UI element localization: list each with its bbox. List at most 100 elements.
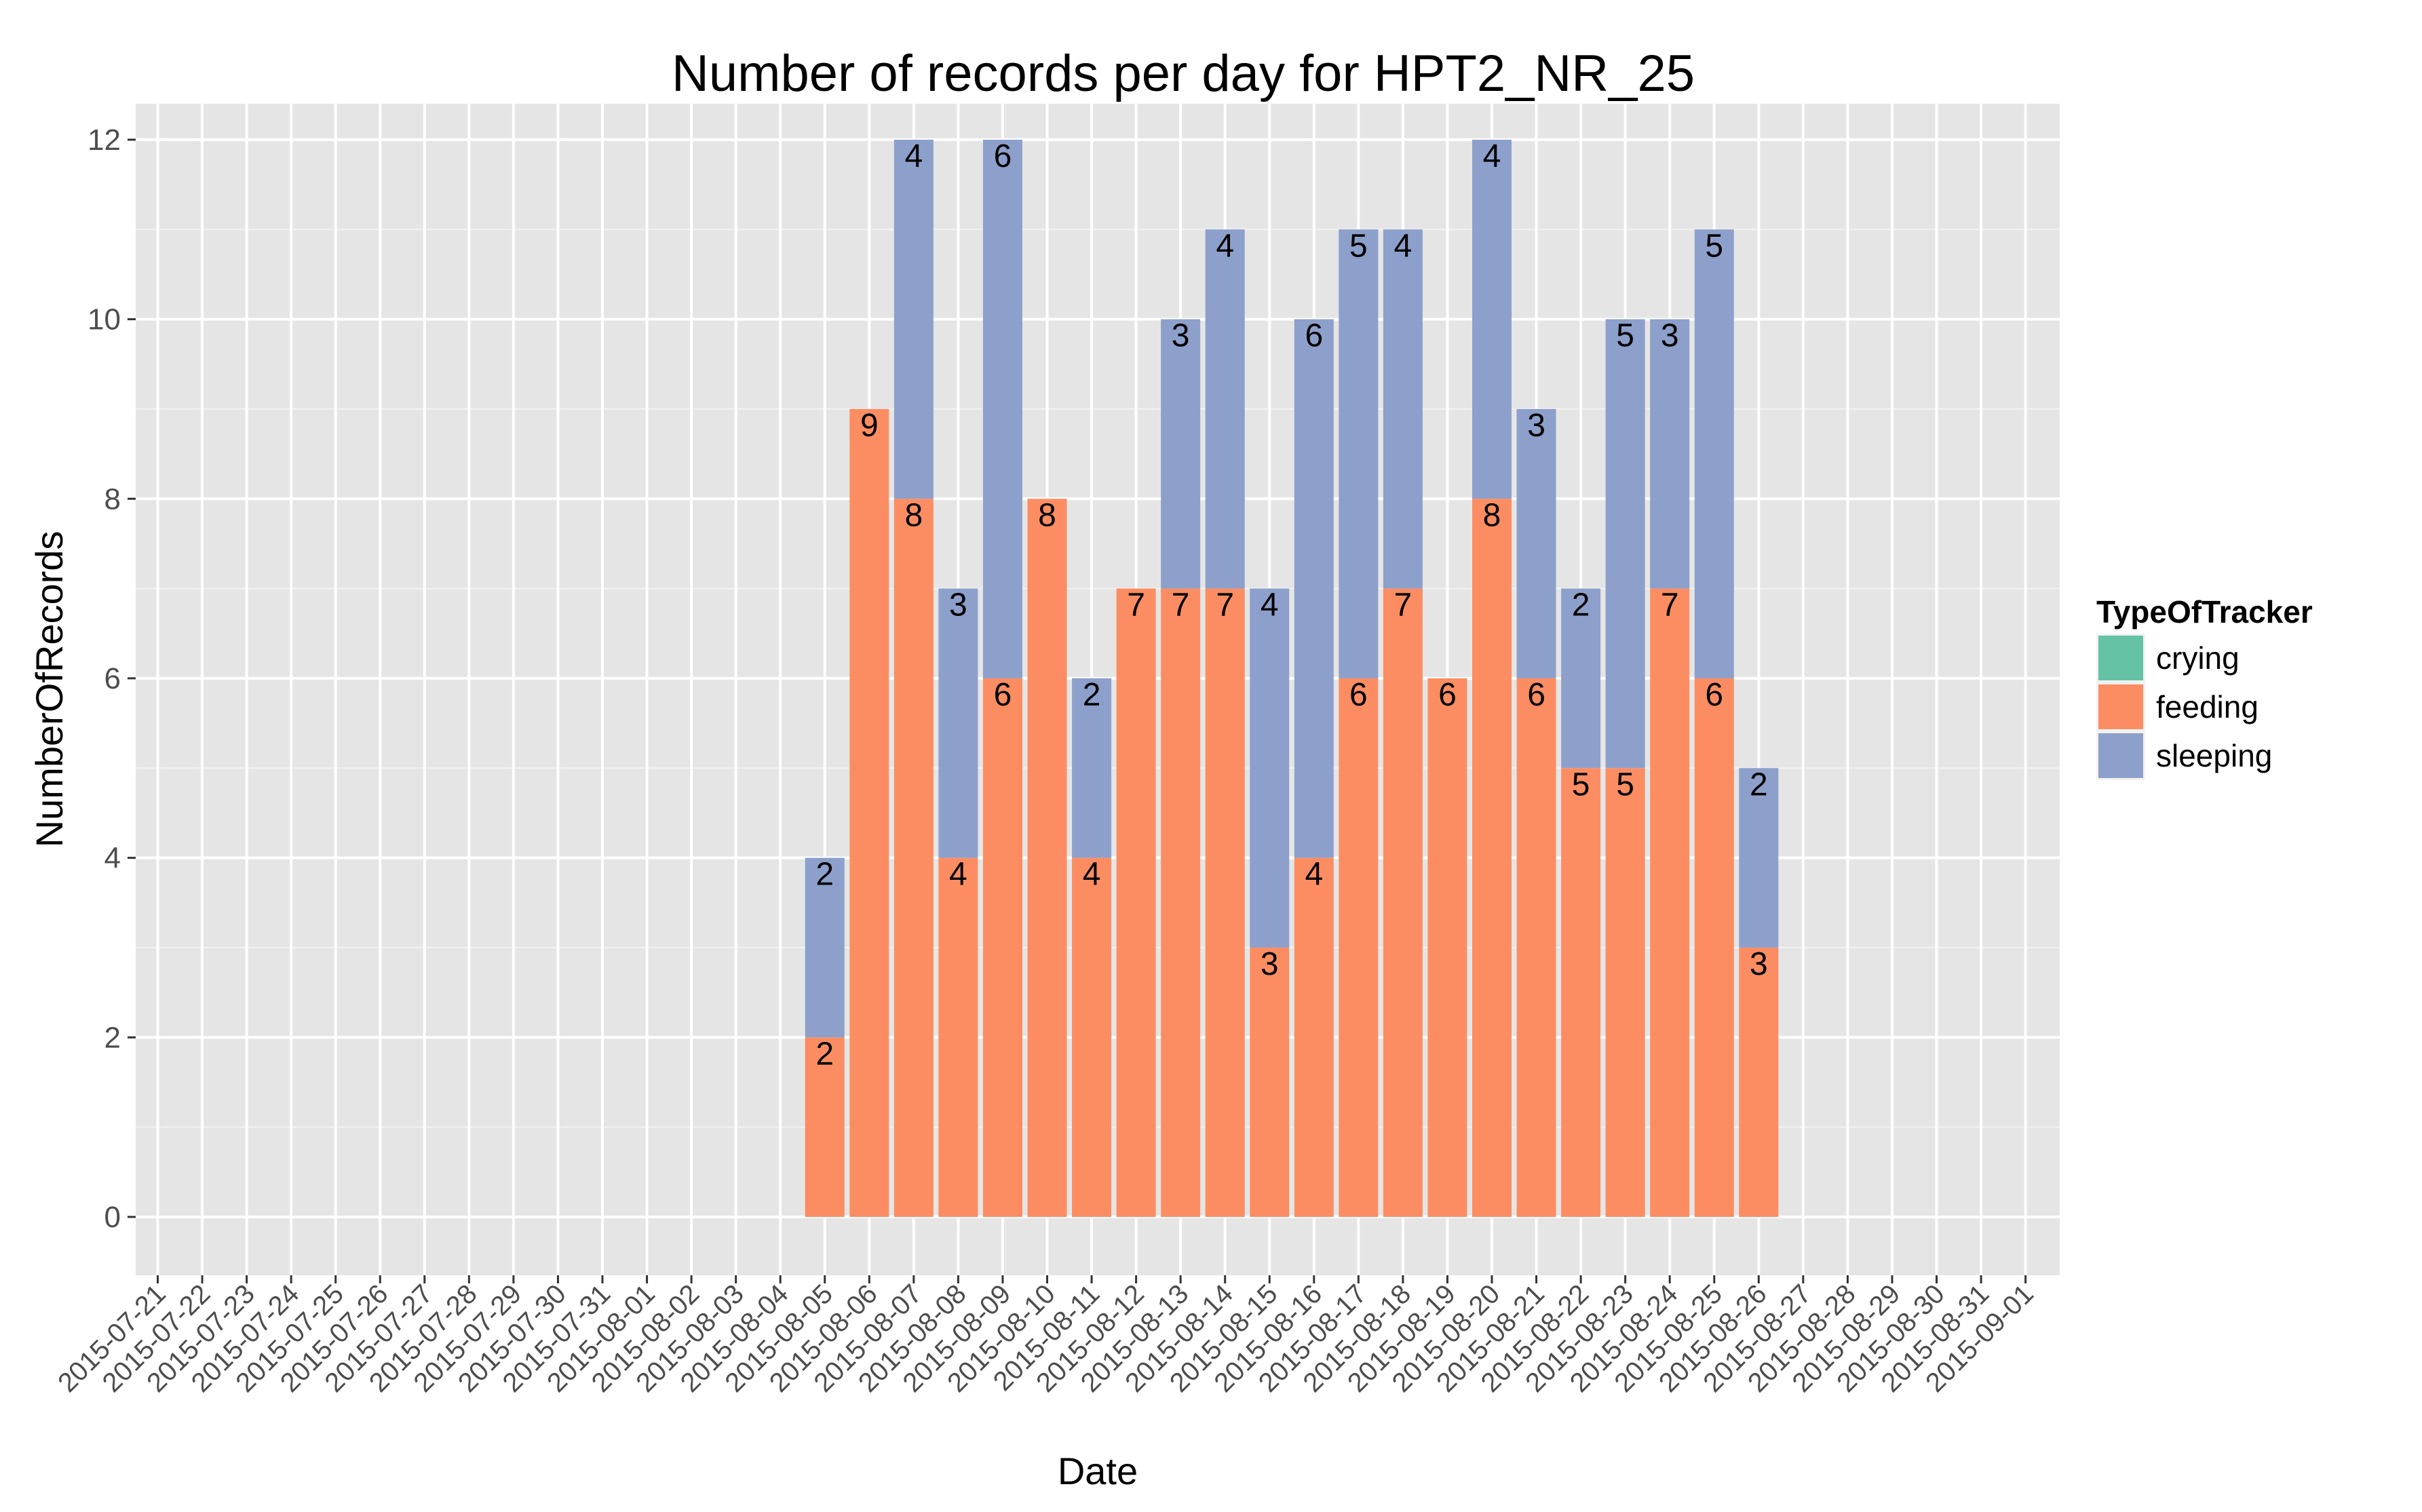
bar-feeding bbox=[1472, 499, 1512, 1217]
y-tick-label: 6 bbox=[104, 662, 121, 695]
bar-label-feeding: 9 bbox=[860, 408, 879, 444]
bar-label-sleeping: 6 bbox=[1305, 318, 1323, 354]
x-axis-title: Date bbox=[1058, 1450, 1138, 1492]
bar-feeding bbox=[1739, 947, 1779, 1217]
bar-sleeping bbox=[1561, 588, 1601, 769]
bar-label-sleeping: 5 bbox=[1705, 228, 1723, 264]
bar-feeding bbox=[849, 408, 889, 1217]
bar-label-sleeping: 2 bbox=[1750, 767, 1768, 802]
bar-label-sleeping: 5 bbox=[1349, 228, 1368, 264]
bar-sleeping bbox=[1205, 229, 1245, 589]
x-axis: 2015-07-212015-07-222015-07-232015-07-24… bbox=[52, 1275, 2039, 1398]
bar-label-feeding: 3 bbox=[1261, 946, 1279, 982]
bar-label-feeding: 3 bbox=[1750, 946, 1768, 982]
bar-sleeping bbox=[1694, 229, 1734, 678]
bar-feeding bbox=[1072, 857, 1112, 1217]
bar-label-feeding: 7 bbox=[1172, 587, 1190, 623]
y-tick-label: 2 bbox=[104, 1021, 121, 1054]
legend-label-sleeping: sleeping bbox=[2156, 738, 2272, 773]
bar-feeding bbox=[1383, 588, 1423, 1217]
bar-sleeping bbox=[1294, 319, 1334, 858]
bar-feeding bbox=[1205, 588, 1245, 1217]
legend-title: TypeOfTracker bbox=[2096, 594, 2313, 629]
bar-label-feeding: 4 bbox=[1305, 857, 1323, 893]
bar-label-feeding: 8 bbox=[904, 497, 923, 533]
bar-label-feeding: 7 bbox=[1394, 587, 1412, 623]
legend-swatch-crying bbox=[2098, 636, 2143, 680]
y-tick-label: 0 bbox=[104, 1201, 121, 1234]
bar-feeding bbox=[1694, 678, 1734, 1217]
chart-title: Number of records per day for HPT2_NR_25 bbox=[672, 45, 1695, 102]
bar-label-sleeping: 3 bbox=[1172, 318, 1190, 354]
bar-label-feeding: 5 bbox=[1572, 767, 1590, 802]
bar-label-feeding: 5 bbox=[1616, 767, 1634, 802]
bar-label-sleeping: 2 bbox=[1572, 587, 1590, 623]
y-axis-title: NumberOfRecords bbox=[28, 531, 71, 848]
legend-items: crying feeding sleeping bbox=[2096, 634, 2272, 780]
bar-label-feeding: 4 bbox=[949, 857, 967, 893]
legend: TypeOfTracker crying feeding sleeping bbox=[2096, 594, 2313, 780]
bar-label-feeding: 7 bbox=[1661, 587, 1679, 623]
bar-label-feeding: 6 bbox=[994, 677, 1012, 713]
y-tick-label: 8 bbox=[104, 482, 121, 516]
bar-label-sleeping: 6 bbox=[994, 138, 1012, 174]
bar-label-sleeping: 4 bbox=[1483, 138, 1501, 174]
bar-sleeping bbox=[1605, 319, 1645, 769]
bar-sleeping bbox=[1161, 319, 1201, 589]
bar-label-sleeping: 2 bbox=[1083, 677, 1101, 713]
bar-feeding bbox=[1161, 588, 1201, 1217]
bar-sleeping bbox=[1072, 678, 1112, 858]
bar-label-feeding: 7 bbox=[1216, 587, 1234, 623]
bar-label-feeding: 8 bbox=[1483, 497, 1501, 533]
legend-label-crying: crying bbox=[2156, 640, 2240, 676]
bar-label-feeding: 4 bbox=[1083, 857, 1101, 893]
y-axis: 0 2 4 6 8 10 12 bbox=[88, 123, 136, 1234]
bar-sleeping bbox=[1739, 768, 1779, 948]
legend-swatch-feeding bbox=[2098, 684, 2143, 729]
bar-feeding bbox=[1605, 768, 1645, 1217]
bar-feeding bbox=[1294, 857, 1334, 1217]
bar-label-feeding: 8 bbox=[1038, 497, 1056, 533]
bar-sleeping bbox=[1650, 319, 1690, 589]
y-tick-label: 12 bbox=[88, 123, 121, 157]
bar-label-sleeping: 4 bbox=[904, 138, 923, 174]
bar-label-feeding: 6 bbox=[1438, 677, 1457, 713]
bar-feeding bbox=[893, 499, 934, 1217]
bar-label-sleeping: 3 bbox=[1661, 318, 1679, 354]
bar-sleeping bbox=[805, 857, 845, 1038]
bar-label-sleeping: 4 bbox=[1261, 587, 1279, 623]
bar-label-feeding: 6 bbox=[1705, 677, 1723, 713]
bar-label-sleeping: 3 bbox=[949, 587, 967, 623]
bar-feeding bbox=[938, 857, 978, 1217]
bar-sleeping bbox=[893, 139, 934, 499]
bars bbox=[805, 139, 1779, 1217]
bar-feeding bbox=[1027, 499, 1067, 1217]
bar-label-feeding: 6 bbox=[1527, 677, 1545, 713]
bar-sleeping bbox=[1516, 408, 1556, 678]
bar-sleeping bbox=[1383, 229, 1423, 589]
bar-label-sleeping: 5 bbox=[1616, 318, 1634, 354]
bar-sleeping bbox=[1250, 588, 1290, 948]
y-tick-label: 4 bbox=[104, 842, 121, 875]
legend-label-feeding: feeding bbox=[2156, 689, 2258, 724]
legend-swatch-sleeping bbox=[2098, 733, 2143, 778]
bar-feeding bbox=[1516, 678, 1556, 1217]
bar-feeding bbox=[1650, 588, 1690, 1217]
y-tick-label: 10 bbox=[88, 303, 121, 336]
bar-label-sleeping: 3 bbox=[1527, 408, 1545, 444]
bar-sleeping bbox=[938, 588, 978, 858]
bar-feeding bbox=[1250, 947, 1290, 1217]
bar-label-sleeping: 2 bbox=[815, 857, 834, 893]
bar-label-sleeping: 4 bbox=[1216, 228, 1234, 264]
bar-sleeping bbox=[1472, 139, 1512, 499]
bar-feeding bbox=[1339, 678, 1379, 1217]
bar-feeding bbox=[1561, 768, 1601, 1217]
bar-feeding bbox=[982, 678, 1022, 1217]
bar-sleeping bbox=[982, 139, 1022, 678]
bar-sleeping bbox=[1339, 229, 1379, 678]
bar-label-feeding: 7 bbox=[1127, 587, 1145, 623]
bar-label-sleeping: 4 bbox=[1394, 228, 1412, 264]
bar-feeding bbox=[1116, 588, 1156, 1217]
